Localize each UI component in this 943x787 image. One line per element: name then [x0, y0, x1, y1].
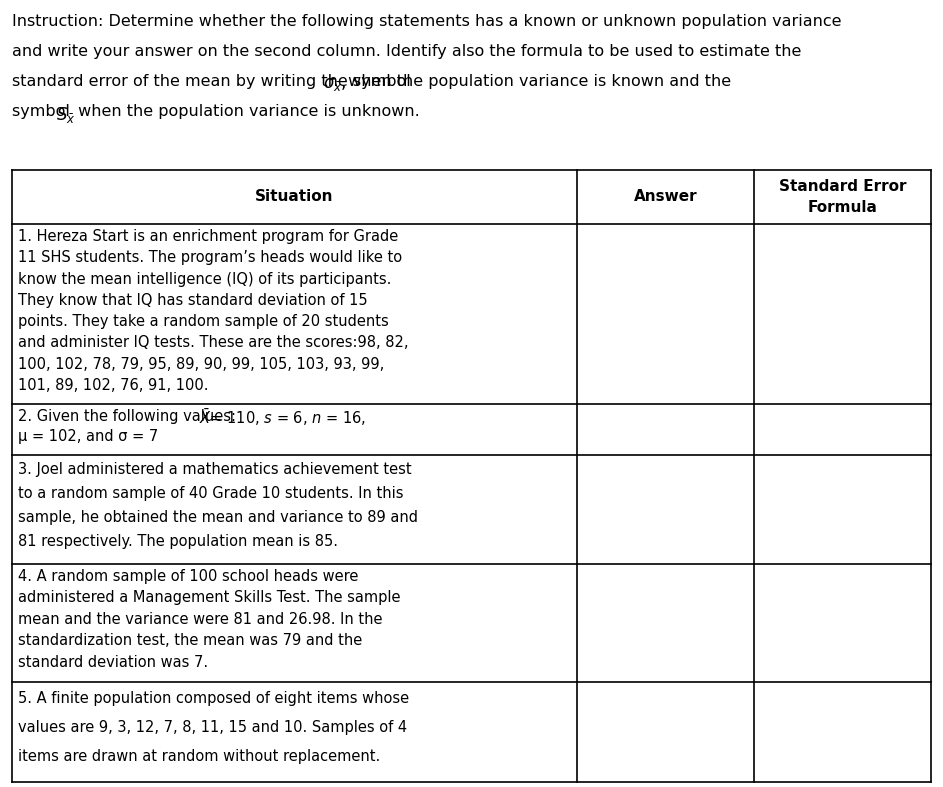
Text: 5. A finite population composed of eight items whose: 5. A finite population composed of eight… — [18, 691, 409, 707]
Text: They know that IQ has standard deviation of 15: They know that IQ has standard deviation… — [18, 293, 368, 308]
Text: $\sigma_{\bar{x}}$,: $\sigma_{\bar{x}}$, — [323, 75, 347, 93]
Text: $S_{\bar{x}}$: $S_{\bar{x}}$ — [57, 105, 76, 125]
Text: items are drawn at random without replacement.: items are drawn at random without replac… — [18, 748, 380, 763]
Text: Situation: Situation — [256, 190, 334, 205]
Text: Instruction: Determine whether the following statements has a known or unknown p: Instruction: Determine whether the follo… — [12, 14, 841, 29]
Text: to a random sample of 40 Grade 10 students. In this: to a random sample of 40 Grade 10 studen… — [18, 486, 404, 501]
Text: μ = 102, and σ = 7: μ = 102, and σ = 7 — [18, 430, 158, 445]
Text: values are 9, 3, 12, 7, 8, 11, 15 and 10. Samples of 4: values are 9, 3, 12, 7, 8, 11, 15 and 10… — [18, 720, 407, 735]
Text: Standard Error
Formula: Standard Error Formula — [779, 179, 906, 215]
Text: know the mean intelligence (IQ) of its participants.: know the mean intelligence (IQ) of its p… — [18, 272, 391, 286]
Text: symbol: symbol — [12, 104, 75, 119]
Text: points. They take a random sample of 20 students: points. They take a random sample of 20 … — [18, 314, 389, 329]
Text: standard error of the mean by writing the symbol: standard error of the mean by writing th… — [12, 74, 416, 89]
Text: and write your answer on the second column. Identify also the formula to be used: and write your answer on the second colu… — [12, 44, 802, 59]
Text: administered a Management Skills Test. The sample: administered a Management Skills Test. T… — [18, 590, 401, 605]
Text: 101, 89, 102, 76, 91, 100.: 101, 89, 102, 76, 91, 100. — [18, 378, 208, 393]
Text: 100, 102, 78, 79, 95, 89, 90, 99, 105, 103, 93, 99,: 100, 102, 78, 79, 95, 89, 90, 99, 105, 1… — [18, 357, 384, 371]
Text: 4. A random sample of 100 school heads were: 4. A random sample of 100 school heads w… — [18, 569, 358, 584]
Text: standard deviation was 7.: standard deviation was 7. — [18, 655, 208, 670]
Text: $\bar{X}$= 110, $s$ = 6, $n$ = 16,: $\bar{X}$= 110, $s$ = 6, $n$ = 16, — [199, 407, 367, 427]
Text: when the population variance is known and the: when the population variance is known an… — [343, 74, 731, 89]
Text: Answer: Answer — [634, 190, 697, 205]
Text: mean and the variance were 81 and 26.98. In the: mean and the variance were 81 and 26.98.… — [18, 611, 383, 627]
Text: and administer IQ tests. These are the scores:98, 82,: and administer IQ tests. These are the s… — [18, 335, 408, 350]
Text: 2. Given the following values:: 2. Given the following values: — [18, 409, 240, 424]
Text: 81 respectively. The population mean is 85.: 81 respectively. The population mean is … — [18, 534, 338, 549]
Text: sample, he obtained the mean and variance to 89 and: sample, he obtained the mean and varianc… — [18, 510, 418, 525]
Text: 3. Joel administered a mathematics achievement test: 3. Joel administered a mathematics achie… — [18, 462, 412, 477]
Text: when the population variance is unknown.: when the population variance is unknown. — [74, 104, 421, 119]
Text: 1. Hereza Start is an enrichment program for Grade: 1. Hereza Start is an enrichment program… — [18, 229, 398, 244]
Text: standardization test, the mean was 79 and the: standardization test, the mean was 79 an… — [18, 634, 362, 648]
Text: 11 SHS students. The program’s heads would like to: 11 SHS students. The program’s heads wou… — [18, 250, 402, 265]
